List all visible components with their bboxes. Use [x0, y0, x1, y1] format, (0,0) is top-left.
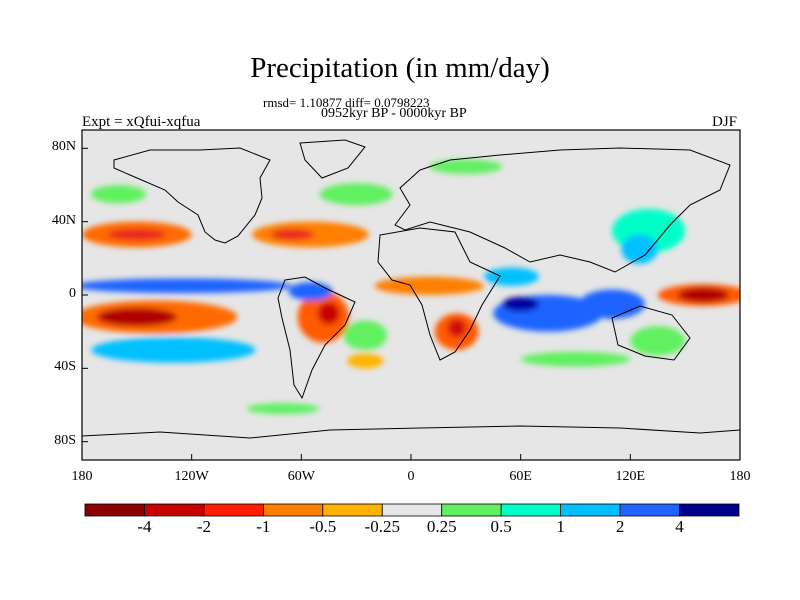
lon-label: 120W: [174, 469, 209, 484]
colorbar-label: 1: [556, 517, 565, 536]
anomaly-n-atlantic-green: [319, 183, 393, 206]
anomaly-n-atlantic-core: [270, 229, 315, 240]
anomaly-e-pacific-dry-core: [96, 307, 178, 327]
anomaly-s-america-dry-core: [317, 302, 340, 325]
lon-label: 0: [407, 469, 415, 484]
colorbar-label: 4: [675, 517, 684, 536]
coast-greenland: [299, 139, 366, 179]
lat-label: 40N: [51, 212, 76, 228]
anomaly-maritime-continent-wet: [579, 289, 645, 319]
colorbar-label: -2: [196, 517, 211, 536]
coast-eurasia: [394, 147, 731, 273]
colorbar-label: 0.5: [490, 517, 512, 536]
anomaly-indian-ocean-core: [502, 296, 539, 312]
colorbar: [84, 503, 740, 517]
anomaly-australia-wet: [630, 326, 686, 356]
colorbar-label: 2: [615, 517, 625, 536]
lon-label: 120E: [615, 469, 646, 484]
anomaly-asia-wet-core: [621, 234, 658, 264]
colorbar-swatch: [441, 503, 502, 517]
anomaly-arabian-wet: [484, 267, 539, 286]
anomaly-s-atlantic-wet: [343, 320, 388, 351]
anomaly-siberia-green: [429, 159, 503, 175]
colorbar-swatch: [619, 503, 680, 517]
anomaly-n-pacific-green: [91, 185, 146, 204]
lon-label: 60W: [287, 469, 315, 484]
colorbar-label: 0.25: [426, 517, 457, 536]
coast-antarctica: [82, 425, 740, 439]
lon-label: 60E: [509, 469, 532, 484]
anomaly-s-pacific-wet: [91, 337, 256, 363]
anomaly-s-ocean-green: [246, 403, 320, 415]
coast-north-america: [113, 147, 271, 244]
anomaly-s-atlantic-dry: [347, 353, 384, 369]
coast-south-america: [277, 276, 356, 400]
colorbar-swatch: [679, 503, 740, 517]
lon-label: 180: [729, 469, 751, 484]
anomaly-n-brazil-wet: [288, 282, 333, 301]
experiment-label: Expt = xQfui-xqfua: [82, 114, 201, 130]
anomaly-s-africa-core: [447, 318, 466, 338]
colorbar-label: -4: [137, 517, 152, 536]
colorbar-swatch: [322, 503, 383, 517]
lat-label: 80S: [54, 432, 76, 448]
plot-title: Precipitation (in mm/day): [250, 52, 550, 84]
colorbar-swatch: [500, 503, 562, 517]
colorbar-swatch: [144, 503, 205, 517]
lon-label: 180: [71, 469, 93, 484]
colorbar-swatch: [84, 503, 145, 517]
anomaly-w-pacific-dry-core: [677, 287, 730, 303]
colorbar-swatch: [560, 503, 621, 517]
anomaly-s-indian-wet: [520, 351, 631, 367]
anomaly-n-pacific-storm-track-core: [107, 229, 167, 240]
lat-label: 80N: [51, 139, 76, 155]
colorbar-swatch: [381, 503, 443, 517]
colorbar-label: -0.25: [364, 517, 400, 536]
coast-australia: [611, 305, 691, 361]
coast-africa: [377, 227, 501, 361]
lat-label: 0: [69, 286, 76, 301]
anomaly-e-pacific-itcz-wet: [82, 278, 293, 294]
map-background: [82, 130, 740, 460]
lat-label: 40S: [54, 359, 76, 375]
season-label: DJF: [712, 114, 738, 130]
colorbar-label: -1: [256, 517, 271, 536]
rmsd-diff-stats: rmsd= 1.10877 diff= 0.0798223: [263, 95, 430, 110]
colorbar-label: -0.5: [309, 517, 337, 536]
time-period: 0952kyr BP - 0000kyr BP: [321, 106, 467, 121]
colorbar-swatch: [262, 503, 324, 517]
anomaly-sahel-dry: [374, 276, 485, 296]
colorbar-swatch: [203, 503, 264, 517]
